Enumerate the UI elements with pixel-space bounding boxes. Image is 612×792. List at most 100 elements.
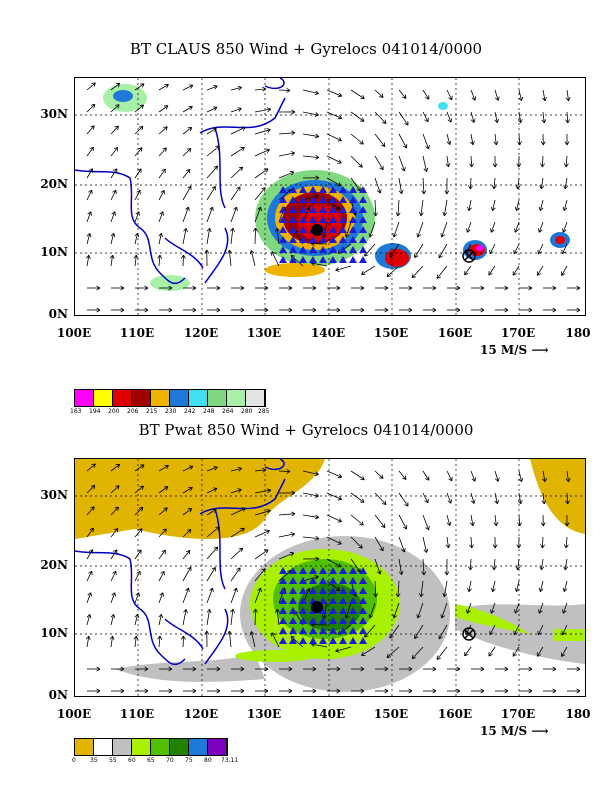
wind-vector bbox=[230, 126, 246, 135]
gyre-point-marker bbox=[349, 597, 357, 604]
wind-vector-head bbox=[138, 528, 143, 533]
gyre-point-marker bbox=[349, 617, 357, 624]
wind-vector bbox=[110, 528, 119, 538]
wind-vector-head bbox=[552, 307, 557, 313]
wind-vector bbox=[542, 470, 546, 482]
wind-vector bbox=[86, 527, 94, 538]
wind-vector-head bbox=[540, 141, 546, 146]
wind-vector-head bbox=[257, 206, 262, 212]
wind-vector bbox=[206, 567, 216, 582]
wind-vector bbox=[86, 463, 96, 472]
wind-vector-head bbox=[286, 468, 291, 474]
wind-vector-head bbox=[111, 211, 116, 216]
wind-vector-head bbox=[384, 307, 389, 313]
wind-vector-head bbox=[158, 613, 164, 619]
bottom-map-canvas bbox=[75, 459, 585, 696]
wind-vector bbox=[422, 133, 430, 150]
wind-vector bbox=[182, 465, 194, 472]
wind-vector-head bbox=[265, 148, 270, 153]
wind-vector-head bbox=[188, 465, 194, 470]
colorbar-swatch bbox=[170, 390, 189, 406]
wind-vector-head bbox=[144, 307, 149, 313]
gyre-point-marker bbox=[349, 216, 357, 223]
wind-vector bbox=[489, 624, 496, 635]
wind-vector bbox=[422, 514, 430, 531]
wind-vector-head bbox=[236, 186, 241, 191]
wind-vector-head bbox=[144, 285, 149, 291]
gyre-point-marker bbox=[309, 246, 317, 253]
wind-vector-head bbox=[240, 307, 245, 313]
wind-vector bbox=[254, 469, 266, 472]
wind-vector-head bbox=[491, 185, 497, 190]
gyre-point-marker bbox=[349, 196, 357, 203]
wind-vector-head bbox=[562, 228, 567, 233]
wind-vector-head bbox=[470, 140, 475, 146]
wind-vector bbox=[206, 127, 217, 135]
gyre-point-marker bbox=[339, 196, 347, 203]
wind-vector-head bbox=[515, 185, 521, 190]
wind-vector-head bbox=[291, 109, 296, 115]
wind-vector bbox=[134, 126, 144, 135]
wind-vector bbox=[302, 133, 319, 137]
wind-vector-head bbox=[504, 307, 509, 313]
wind-vector-head bbox=[115, 485, 120, 490]
wind-vector bbox=[364, 243, 376, 257]
gyre-point-marker bbox=[359, 216, 367, 223]
wind-vector-head bbox=[90, 506, 95, 511]
wind-vector-head bbox=[382, 119, 387, 124]
wind-vector-head bbox=[432, 285, 437, 291]
gyre-markers bbox=[279, 567, 367, 644]
gyre-point-marker bbox=[309, 256, 317, 263]
wind-vector-head bbox=[517, 522, 522, 527]
wind-vector-head bbox=[411, 654, 417, 660]
wind-vector-head bbox=[386, 272, 392, 277]
wind-vector-head bbox=[470, 118, 476, 123]
wind-vector bbox=[326, 133, 342, 142]
reference-vector-label: 15 M/S ⟶ bbox=[480, 724, 549, 738]
wind-vector-head bbox=[468, 185, 473, 190]
lon-label-180: 180 bbox=[565, 707, 591, 721]
wind-vector-head bbox=[456, 666, 461, 672]
wind-vector bbox=[86, 125, 95, 135]
wind-vector-head bbox=[315, 154, 320, 160]
wind-vector-head bbox=[469, 544, 474, 549]
wind-vector bbox=[563, 580, 568, 592]
wind-vector-head bbox=[436, 274, 441, 279]
wind-vector-head bbox=[517, 500, 523, 505]
wind-vector-head bbox=[164, 464, 169, 470]
wind-vector bbox=[278, 89, 291, 91]
wind-vector bbox=[490, 221, 496, 233]
wind-vector-head bbox=[305, 587, 311, 593]
wind-vector-head bbox=[404, 121, 409, 126]
wind-vector bbox=[422, 558, 425, 575]
wind-vector-head bbox=[424, 117, 429, 123]
wind-vector-head bbox=[133, 635, 139, 640]
wind-vector bbox=[566, 111, 569, 124]
wind-vector-head bbox=[157, 254, 163, 259]
wind-vector-head bbox=[414, 253, 419, 258]
gyre-point-marker bbox=[359, 617, 367, 624]
wind-vector-head bbox=[312, 285, 317, 291]
wind-vector bbox=[158, 211, 164, 223]
wind-vector-head bbox=[490, 228, 495, 233]
wind-vector bbox=[563, 199, 568, 211]
wind-vector-head bbox=[227, 630, 233, 635]
wind-vector bbox=[134, 147, 143, 157]
gyre-point-marker bbox=[349, 206, 357, 213]
wind-vector-head bbox=[291, 511, 296, 517]
wind-vector-head bbox=[480, 688, 485, 694]
lon-label-120e: 120E bbox=[183, 326, 219, 340]
wind-vector bbox=[561, 265, 568, 276]
wind-vector bbox=[335, 646, 352, 652]
wind-vector bbox=[158, 528, 167, 538]
gyre-point-marker bbox=[319, 627, 327, 634]
wind-vector bbox=[414, 243, 424, 258]
wind-vector bbox=[446, 536, 449, 548]
wind-vector-head bbox=[120, 307, 125, 313]
lon-label-150e: 150E bbox=[373, 326, 409, 340]
gyre-point-marker bbox=[289, 196, 297, 203]
wind-vector-head bbox=[88, 189, 93, 195]
gyre-point-marker bbox=[299, 256, 307, 263]
gyre-point-marker bbox=[299, 577, 307, 584]
wind-vector bbox=[311, 643, 328, 648]
